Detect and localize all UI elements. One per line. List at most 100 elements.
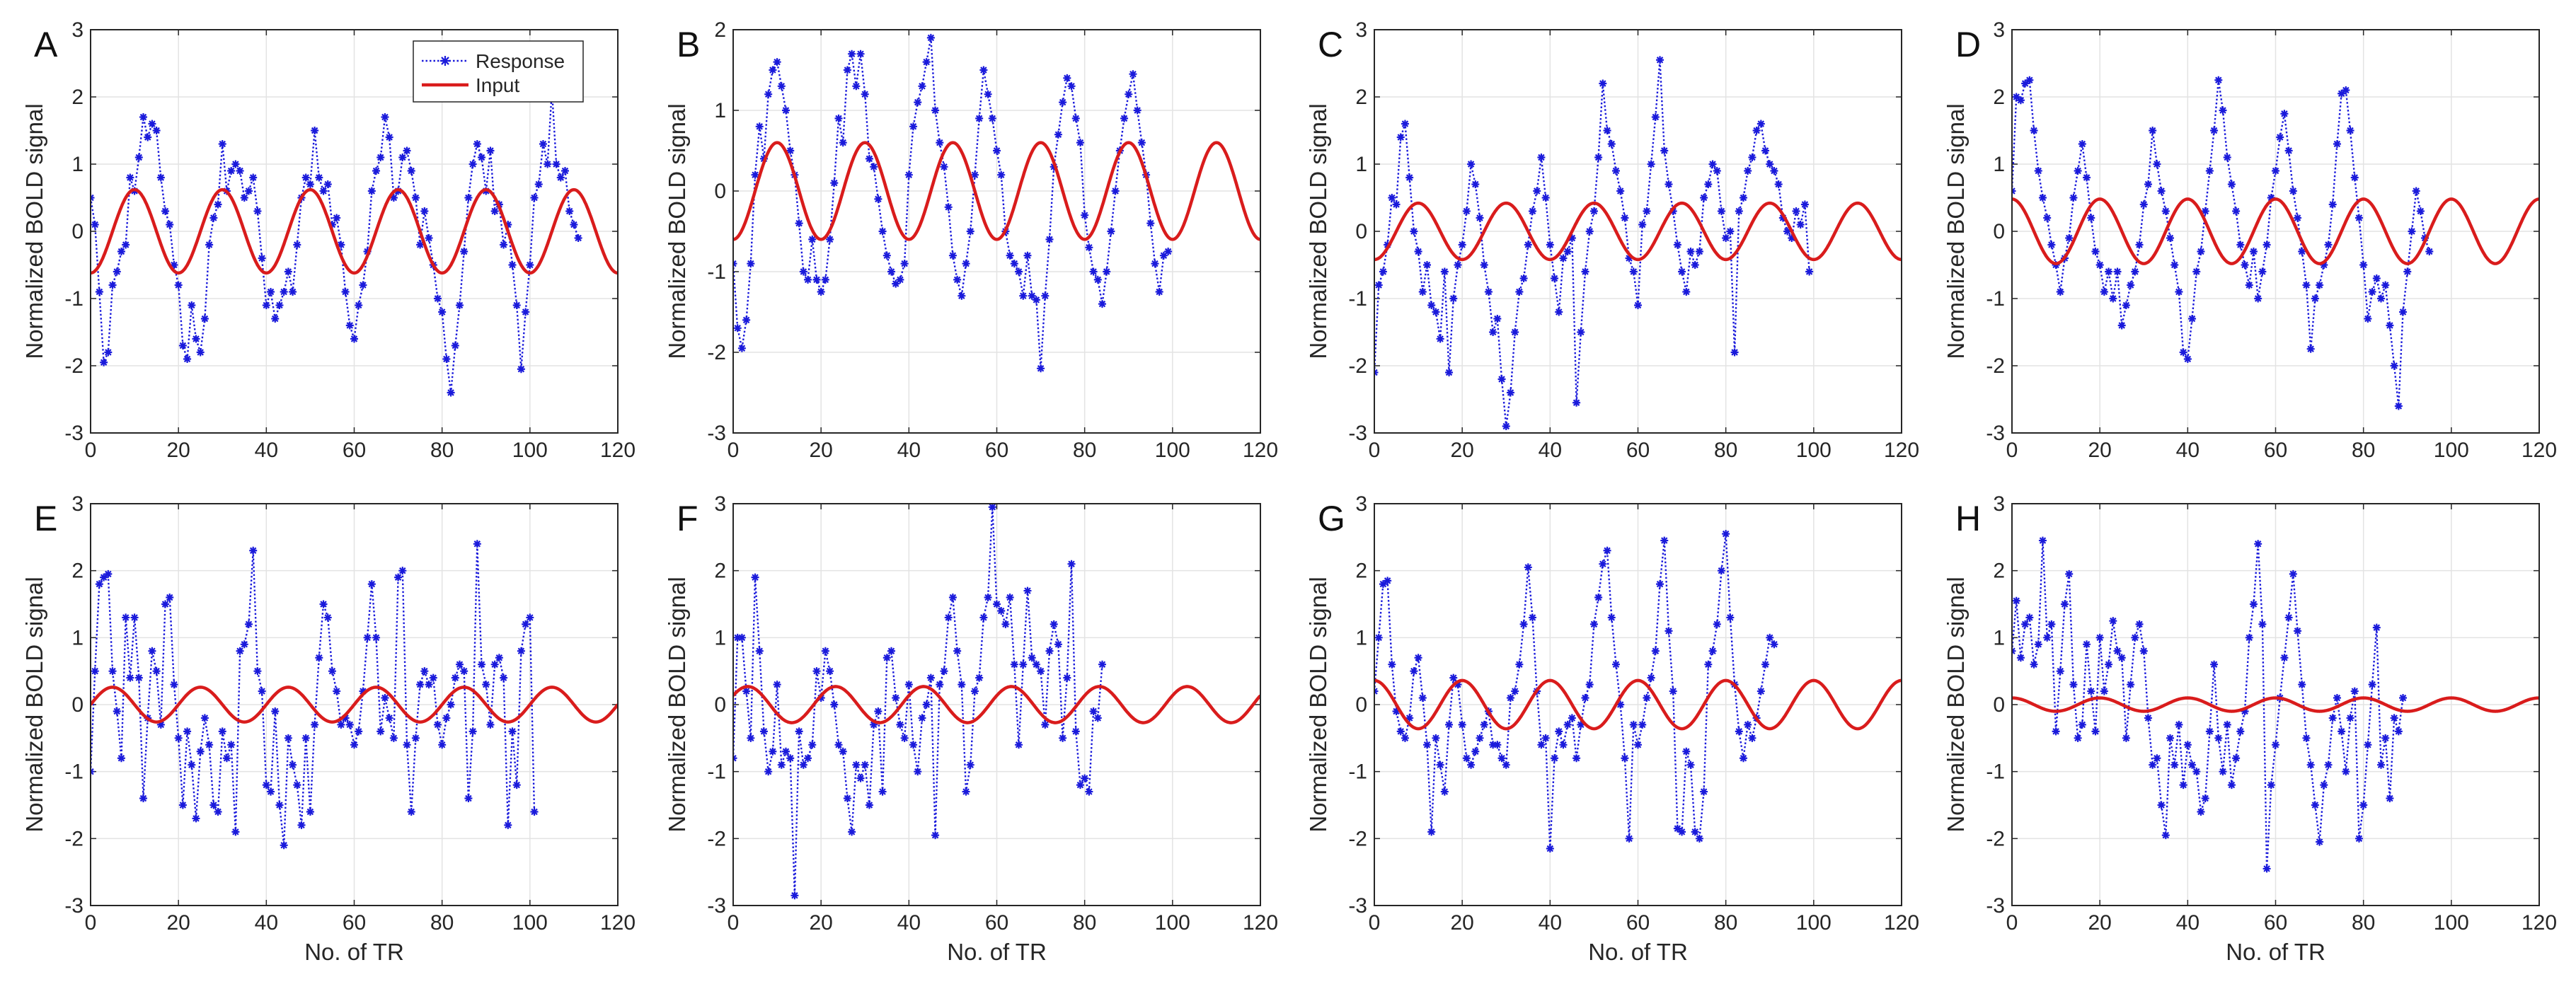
response-point	[2161, 831, 2170, 840]
x-tick-label: 0	[728, 911, 740, 935]
x-tick-label: 80	[2352, 911, 2375, 935]
response-point	[1541, 734, 1550, 742]
response-point	[134, 673, 143, 682]
response-point	[490, 660, 499, 669]
response-point	[565, 207, 574, 215]
panel-letter: H	[1955, 499, 1981, 538]
response-point	[345, 321, 354, 330]
response-point	[209, 801, 218, 809]
response-point	[2372, 623, 2381, 632]
response-point	[394, 573, 403, 582]
response-point	[464, 194, 473, 202]
response-point	[2324, 760, 2333, 769]
response-point	[139, 113, 147, 121]
response-point	[795, 727, 803, 736]
response-point	[892, 694, 900, 702]
response-point	[1611, 167, 1620, 175]
x-tick-label: 20	[809, 911, 832, 935]
response-point	[878, 787, 887, 796]
response-point	[1541, 194, 1550, 202]
response-point	[1572, 754, 1581, 763]
response-point	[1555, 727, 1563, 736]
x-tick-label: 100	[1155, 911, 1190, 935]
response-point	[856, 50, 865, 58]
response-point	[1006, 251, 1014, 260]
response-point	[293, 781, 301, 790]
response-point	[804, 754, 812, 763]
response-point	[574, 234, 582, 242]
response-point	[817, 288, 825, 296]
response-point	[2258, 267, 2267, 276]
response-point	[914, 768, 922, 776]
x-axis-label: No. of TR	[947, 939, 1047, 965]
response-point	[2381, 281, 2390, 289]
response-point	[2425, 248, 2434, 255]
response-point	[1664, 180, 1673, 188]
y-tick-label: -1	[707, 760, 726, 784]
response-point	[104, 569, 113, 578]
response-point	[970, 687, 979, 695]
response-point	[1445, 369, 1454, 376]
response-point	[1037, 364, 1045, 373]
response-point	[389, 734, 398, 742]
response-point	[2262, 241, 2271, 249]
response-point	[1678, 267, 1686, 276]
response-series-line	[2012, 540, 2404, 869]
response-point	[95, 288, 103, 296]
response-point	[2280, 654, 2289, 662]
response-point	[478, 660, 486, 669]
response-point	[2117, 321, 2126, 330]
y-tick-label: -3	[1986, 894, 2005, 918]
response-point	[1028, 654, 1036, 662]
y-tick-label: -2	[1348, 827, 1367, 850]
x-tick-label: 60	[1626, 439, 1650, 462]
response-point	[500, 673, 508, 682]
response-point	[1462, 754, 1471, 763]
response-point	[91, 667, 99, 676]
response-point	[777, 760, 786, 769]
response-point	[311, 127, 319, 134]
response-point	[826, 235, 834, 243]
response-series-line	[91, 90, 580, 393]
response-point	[1458, 241, 1466, 249]
input-series-line	[1374, 678, 1902, 731]
response-point	[359, 281, 367, 289]
response-point	[122, 241, 130, 249]
response-point	[367, 580, 376, 589]
response-point	[2386, 794, 2394, 803]
y-tick-label: -3	[707, 422, 726, 445]
response-point	[486, 720, 495, 729]
response-point	[918, 82, 926, 91]
response-point	[1783, 227, 1792, 236]
response-point	[2038, 194, 2047, 202]
response-point	[2065, 569, 2074, 578]
response-point	[940, 667, 948, 676]
response-point	[874, 195, 882, 203]
response-point	[200, 315, 209, 323]
response-point	[1638, 221, 1647, 229]
response-point	[1432, 308, 1440, 316]
response-point	[2258, 620, 2267, 628]
response-point	[1023, 251, 1032, 260]
response-point	[1050, 620, 1058, 628]
response-point	[2342, 768, 2350, 776]
response-point	[2236, 241, 2245, 249]
y-tick-label: -1	[1348, 760, 1367, 784]
response-point	[1432, 734, 1440, 742]
response-point	[1788, 234, 1796, 242]
y-tick-label: 2	[714, 18, 726, 42]
response-point	[1392, 200, 1401, 209]
response-point	[2311, 801, 2319, 809]
response-point	[2328, 714, 2337, 722]
response-point	[2236, 727, 2245, 736]
response-point	[1471, 180, 1480, 188]
response-point	[526, 613, 534, 622]
response-point	[1489, 741, 1497, 749]
response-point	[1063, 74, 1071, 82]
response-point	[196, 747, 205, 756]
response-point	[345, 720, 354, 729]
panel-b: 0 20 40 60 80 100 120 -3 -2 -1 0 1 2 Normalized BOLD …	[664, 18, 1278, 462]
response-point	[222, 754, 231, 763]
input-series-line	[733, 141, 1260, 241]
